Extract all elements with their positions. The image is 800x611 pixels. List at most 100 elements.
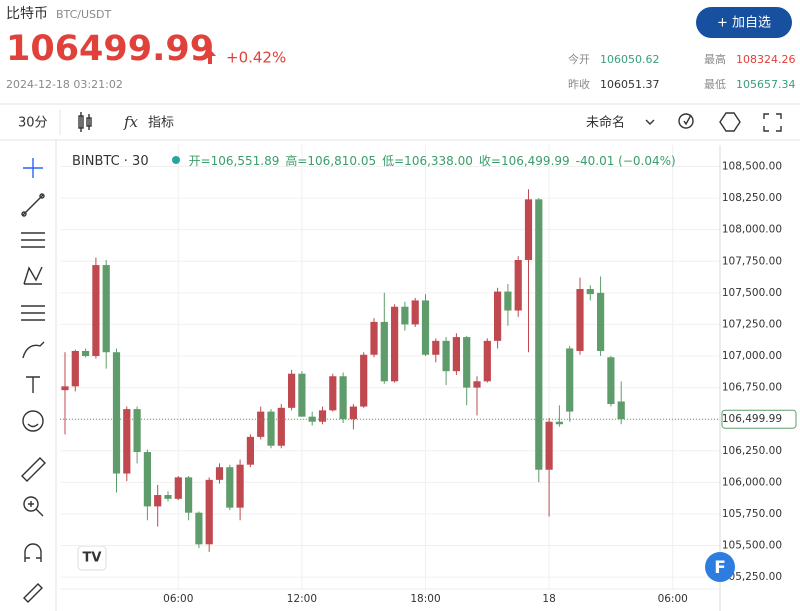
plot: 105,250.00 105,500.00 105,750.00 106,000.00…: [60, 145, 797, 611]
legend-item: 收=106,499.99: [479, 154, 570, 168]
fx-icon[interactable]: fx: [123, 113, 139, 131]
timestamp: 2024-12-18 03:21:02: [6, 78, 123, 91]
stat-label: 最低: [704, 78, 726, 91]
stat-label: 今开: [568, 52, 590, 66]
y-tick-label: 106,250.00: [722, 445, 782, 457]
chart-type-icon[interactable]: [78, 112, 92, 132]
candle-body: [298, 373, 306, 417]
candle-body: [61, 386, 69, 391]
candle-body: [576, 289, 584, 351]
f-badge[interactable]: [705, 552, 735, 582]
x-tick-label: 06:00: [163, 593, 193, 605]
y-tick-label: 107,500.00: [722, 287, 782, 299]
candle-body: [288, 373, 296, 408]
chevron[interactable]: [645, 119, 655, 125]
legend-symbol: BINBTC · 30: [72, 154, 149, 169]
candle-body: [205, 479, 213, 545]
candle-body: [401, 306, 409, 325]
candle-body: [226, 467, 234, 508]
candle-body: [112, 352, 121, 474]
candle-body: [535, 199, 543, 470]
alert-icon[interactable]: [678, 113, 694, 129]
legend-item: 低=106,338.00: [382, 154, 473, 168]
candle-body: [391, 306, 399, 382]
candle-body: [92, 265, 100, 357]
y-tick-label: 108,250.00: [722, 192, 782, 204]
candle-body: [504, 291, 512, 311]
candle-body: [267, 411, 275, 446]
x-tick-label: 06:00: [658, 593, 688, 605]
pair: BTC/USDT: [56, 8, 112, 21]
candle-body: [174, 477, 182, 499]
candle-body: [329, 376, 337, 411]
legend-item: -40.01 (−0.04%): [576, 154, 676, 168]
candle-body: [380, 321, 388, 382]
legend-item: 开=106,551.89: [189, 154, 280, 168]
candle-body: [432, 340, 440, 355]
candle-body: [607, 357, 615, 405]
candle-body: [133, 409, 141, 453]
tv-logo-text: TV: [83, 551, 102, 566]
stat-label: 最高: [704, 52, 726, 66]
candle-body: [514, 259, 522, 311]
stat-value: 105657.34: [736, 78, 796, 91]
candle-body: [360, 354, 368, 407]
candle-body: [143, 452, 151, 507]
y-tick-label: 105,750.00: [722, 508, 782, 520]
price: 106499.99: [6, 29, 214, 69]
candle-body: [195, 512, 203, 545]
candle-body: [452, 337, 460, 372]
x-tick-label: 12:00: [287, 593, 317, 605]
candle-body: [154, 495, 162, 507]
layout-name[interactable]: 未命名: [586, 115, 625, 131]
tool-icons[interactable]: [21, 158, 46, 603]
candle-body: [102, 265, 110, 353]
fullscreen-icon[interactable]: [763, 113, 782, 132]
last-price-label: 106,499.99: [722, 413, 782, 425]
candle-body: [617, 401, 625, 420]
stat-value: 106050.62: [600, 53, 660, 66]
candle-body: [545, 421, 553, 470]
candle-body: [318, 410, 327, 422]
candle-body: [123, 409, 131, 474]
up-arrow: [204, 49, 216, 64]
y-tick-label: 108,000.00: [722, 224, 782, 236]
candle-body: [483, 340, 491, 382]
settings-icon[interactable]: [719, 112, 741, 132]
y-tick-label: 105,250.00: [722, 571, 782, 583]
candle-body: [566, 348, 574, 412]
y-tick-label: 107,000.00: [722, 350, 782, 362]
candle-body: [473, 381, 481, 388]
candle-body: [82, 350, 90, 357]
f-badge-text[interactable]: F: [714, 558, 726, 578]
candle-body: [555, 421, 563, 425]
candle-body: [236, 464, 244, 508]
candle-body: [339, 376, 347, 420]
stat-value: 108324.26: [736, 53, 796, 66]
candle-body: [597, 292, 605, 351]
stat-label: 昨收: [568, 77, 590, 91]
candle-body: [246, 436, 254, 465]
x-tick-label: 18:00: [410, 593, 440, 605]
candle-body: [421, 300, 430, 355]
candle-body: [411, 300, 419, 325]
candle-body: [257, 411, 265, 437]
candle-body: [71, 350, 79, 387]
add-button[interactable]: [696, 7, 792, 38]
candle-body: [586, 289, 594, 295]
interval[interactable]: 30分: [18, 116, 48, 131]
y-tick-label: 108,500.00: [722, 160, 782, 172]
candle-body: [442, 340, 450, 372]
candle-body: [494, 291, 502, 341]
legend-item: 高=106,810.05: [285, 153, 376, 168]
indicators[interactable]: 指标: [148, 116, 174, 131]
candle-body: [370, 321, 378, 355]
y-tick-label: 106,000.00: [722, 476, 782, 488]
y-tick-label: 107,250.00: [722, 318, 782, 330]
candle-body: [215, 467, 224, 480]
add-button-label[interactable]: + 加自选: [717, 16, 771, 31]
x-tick-label: 18: [542, 593, 555, 605]
candle-body: [524, 199, 533, 260]
